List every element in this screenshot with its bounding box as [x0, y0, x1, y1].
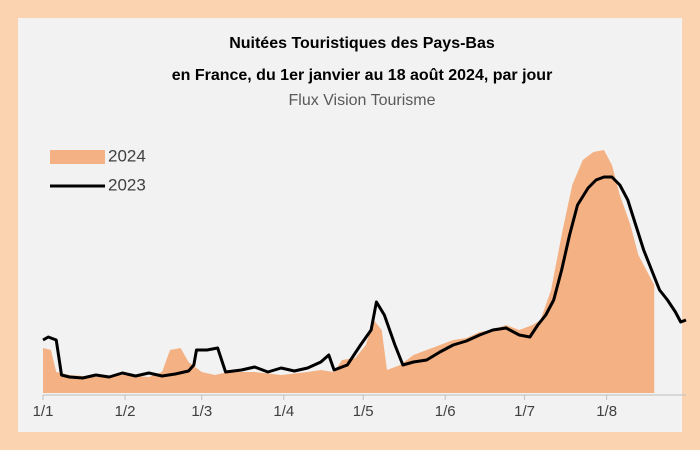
- line-2023: [42, 175, 687, 380]
- area-2024: [43, 150, 655, 393]
- x-tick-label: 1/3: [191, 403, 212, 420]
- chart-title: Nuitées Touristiques des Pays-Bas: [229, 35, 495, 52]
- x-tick-label: 1/8: [596, 403, 617, 420]
- legend-swatch: [50, 150, 105, 164]
- chart-subtitle: Flux Vision Tourisme: [288, 92, 435, 109]
- chart-title: en France, du 1er janvier au 18 août 202…: [172, 67, 553, 84]
- x-tick-label: 1/1: [33, 403, 54, 420]
- x-tick-label: 1/5: [353, 403, 374, 420]
- x-tick-label: 1/6: [435, 403, 456, 420]
- x-tick-label: 1/4: [273, 403, 294, 420]
- legend-label: 2024: [108, 146, 146, 165]
- x-tick-label: 1/7: [514, 403, 535, 420]
- legend-label: 2023: [108, 175, 146, 194]
- x-tick-label: 1/2: [115, 403, 136, 420]
